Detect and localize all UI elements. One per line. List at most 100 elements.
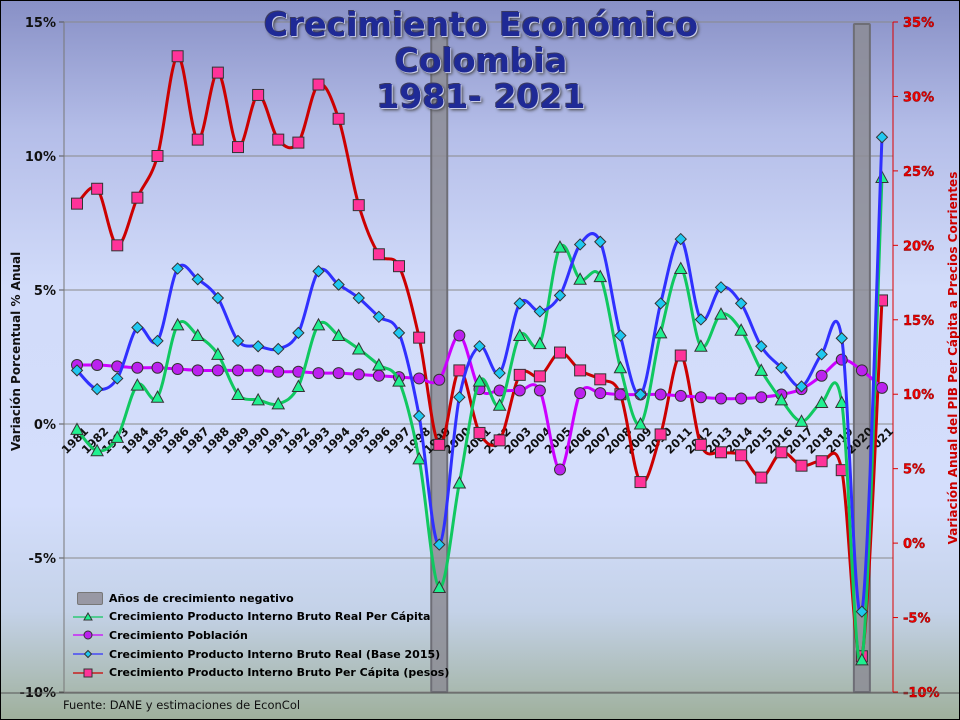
data-point xyxy=(775,446,788,459)
data-point xyxy=(755,391,768,404)
data-point xyxy=(574,364,587,377)
data-point xyxy=(834,395,849,409)
data-point xyxy=(232,141,244,154)
y2-axis-label: Variación Anual del PIB Per Cápita a Pre… xyxy=(946,171,960,545)
legend-label: Crecimiento Producto Interno Bruto Real … xyxy=(109,647,441,661)
data-point xyxy=(272,342,285,356)
data-point xyxy=(251,392,265,406)
y2-tick-label: 30% xyxy=(903,90,934,105)
data-point xyxy=(493,434,506,447)
data-point xyxy=(674,232,687,246)
legend-marker xyxy=(83,668,93,678)
data-point xyxy=(594,373,607,386)
legend-label: Crecimiento Producto Interno Bruto Per C… xyxy=(109,666,450,680)
data-point xyxy=(594,387,607,400)
y2-tick-label: 20% xyxy=(903,239,934,254)
data-point xyxy=(774,392,789,406)
data-point xyxy=(272,133,285,146)
data-point xyxy=(553,289,567,302)
y-tick-label: -5% xyxy=(29,552,56,567)
data-point xyxy=(91,359,104,372)
data-point xyxy=(755,340,768,353)
circle-marker-icon xyxy=(73,629,103,641)
data-point xyxy=(252,364,265,377)
y2-tick-label: -5% xyxy=(903,612,930,627)
data-point xyxy=(292,136,305,149)
data-point xyxy=(694,438,707,451)
negative-year-band xyxy=(852,23,871,693)
source-note: Fuente: DANE y estimaciones de EconCol xyxy=(63,698,301,712)
data-point xyxy=(372,310,386,324)
data-point xyxy=(453,390,466,404)
data-point xyxy=(512,328,527,342)
data-point xyxy=(735,449,748,462)
data-point xyxy=(131,321,144,334)
data-point xyxy=(614,388,627,401)
data-point xyxy=(533,370,546,383)
triangle-marker-icon xyxy=(73,611,103,623)
data-point xyxy=(130,378,145,391)
legend-item-series-3: Crecimiento Producto Interno Bruto Per C… xyxy=(73,663,449,682)
data-point xyxy=(493,366,506,380)
data-point xyxy=(453,364,466,377)
data-point xyxy=(413,331,426,344)
data-point xyxy=(312,78,325,91)
data-point xyxy=(292,326,305,340)
data-point xyxy=(191,133,204,146)
data-point xyxy=(694,339,708,352)
data-point xyxy=(171,363,184,376)
data-point xyxy=(795,459,808,472)
data-point xyxy=(110,430,125,443)
data-point xyxy=(554,463,566,476)
data-point xyxy=(734,297,748,310)
title-line-3: 1981- 2021 xyxy=(376,77,586,116)
data-point xyxy=(433,438,446,451)
data-point xyxy=(331,328,346,342)
data-point xyxy=(574,387,587,400)
data-point xyxy=(553,240,567,253)
y-tick-label: 0% xyxy=(34,418,56,433)
data-point xyxy=(90,382,104,396)
data-point xyxy=(231,387,245,401)
diamond-marker-icon xyxy=(73,648,103,660)
data-point xyxy=(70,364,84,377)
data-point xyxy=(351,341,366,355)
data-point xyxy=(855,605,869,618)
data-point xyxy=(674,389,687,402)
y-tick-label: 5% xyxy=(34,284,56,299)
data-point xyxy=(372,369,385,382)
data-point xyxy=(352,291,365,305)
data-point xyxy=(835,332,848,345)
data-point xyxy=(855,652,869,666)
data-point xyxy=(715,446,727,459)
data-point xyxy=(654,428,667,441)
data-point xyxy=(674,349,687,362)
data-point xyxy=(111,372,124,385)
data-point xyxy=(814,395,829,409)
data-point xyxy=(251,340,265,353)
data-point xyxy=(70,422,84,435)
data-point xyxy=(211,66,224,79)
y-tick-label: 10% xyxy=(25,150,56,165)
y2-tick-label: 10% xyxy=(903,388,934,403)
data-point xyxy=(232,364,244,377)
data-point xyxy=(875,131,889,144)
data-point xyxy=(190,328,205,342)
data-point xyxy=(654,388,667,401)
chart-title: Crecimiento Económico Colombia 1981- 202… xyxy=(231,7,731,115)
legend-label: Crecimiento Población xyxy=(109,628,248,642)
data-point xyxy=(815,348,828,361)
data-point xyxy=(90,443,104,457)
data-point xyxy=(815,455,828,468)
data-point xyxy=(573,272,587,285)
data-point xyxy=(815,369,828,382)
legend-label: Años de crecimiento negativo xyxy=(109,591,294,605)
data-point xyxy=(332,278,345,291)
data-point xyxy=(252,88,265,101)
data-point xyxy=(634,476,647,489)
data-point xyxy=(513,368,526,381)
data-point xyxy=(191,273,204,286)
data-point xyxy=(735,392,748,405)
